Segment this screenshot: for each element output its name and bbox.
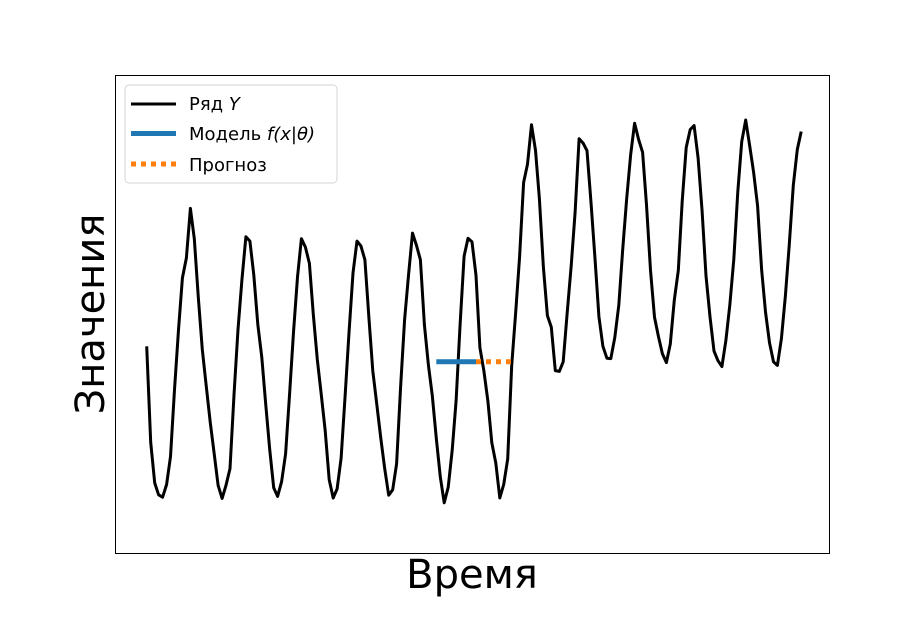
legend-label-series-y-prefix: Ряд (189, 94, 229, 115)
plot-area (145, 118, 803, 505)
legend-label-model: Модель f(x|θ) (189, 124, 315, 145)
legend-label-series-y-math: Y (229, 94, 242, 115)
plot-frame (115, 75, 830, 554)
legend-label-model-prefix: Модель (189, 124, 267, 145)
legend-label-forecast-text: Прогноз (189, 155, 267, 176)
y-axis-label: Значения (68, 214, 114, 415)
legend-label-model-math: f(x|θ) (267, 124, 315, 145)
x-axis-label: Время (406, 552, 538, 598)
legend-box (124, 84, 338, 184)
legend: Ряд Y Модель f(x|θ) Прогноз (124, 84, 338, 184)
series-line-0 (145, 118, 803, 505)
legend-label-series-y: Ряд Y (189, 94, 242, 115)
legend-label-forecast: Прогноз (189, 155, 267, 176)
